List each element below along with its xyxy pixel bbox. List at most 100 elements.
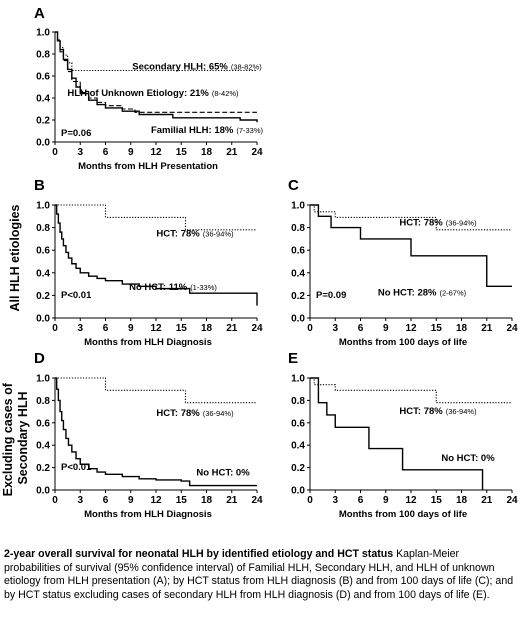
y-tick-label: 0.8 <box>36 396 50 407</box>
x-tick-label: 15 <box>176 495 188 506</box>
y-tick-label: 0.6 <box>36 246 50 257</box>
x-tick-label: 21 <box>226 323 238 334</box>
x-tick-label: 21 <box>481 495 493 506</box>
annotation-series: Familial HLH: <box>151 125 214 136</box>
y-tick-label: 0.2 <box>291 463 305 474</box>
y-tick-label: 0.4 <box>36 268 50 279</box>
annotation-pct: 78% <box>424 406 444 417</box>
x-tick-label: 9 <box>383 323 389 334</box>
x-tick-label: 12 <box>150 323 162 334</box>
survival-annotation: No HCT: 0% <box>441 453 495 464</box>
p-value: P=0.06 <box>61 128 91 139</box>
x-tick-label: 12 <box>405 323 417 334</box>
y-tick-label: 0.0 <box>36 138 50 149</box>
survival-annotation: No HCT: 11% (1-33%) <box>129 282 217 293</box>
x-axis-label: Months from 100 days of life <box>339 509 467 520</box>
series-line-no-hct <box>55 377 257 487</box>
row-label-excluding-secondary: Excluding cases of Secondary HLH <box>1 380 30 497</box>
x-tick-label: 6 <box>358 323 364 334</box>
km-survival-figure: All HLH etiologies Excluding cases of Se… <box>1 5 518 520</box>
panel-c: C 0.0 0.2 0.4 0.6 0.8 1.0 0 3 6 9 12 15 18 21 24 Months … <box>288 177 518 348</box>
survival-annotation: Secondary HLH: 65% (38-82%) <box>132 61 262 72</box>
x-tick-label: 9 <box>128 147 134 158</box>
panel-label: E <box>288 350 298 367</box>
x-tick-label: 3 <box>77 495 83 506</box>
y-tick-label: 0.2 <box>291 291 305 302</box>
x-tick-label: 12 <box>405 495 417 506</box>
annotation-ci: (1-33%) <box>190 283 217 292</box>
y-tick-label: 0.6 <box>291 246 305 257</box>
annotation-ci: (7-33%) <box>236 126 263 135</box>
x-tick-label: 21 <box>226 495 238 506</box>
series-line-no-hct <box>310 377 484 490</box>
y-tick-label: 0.4 <box>291 441 305 452</box>
series-line-no-hct <box>310 204 512 288</box>
panel-label: C <box>288 177 299 194</box>
y-tick-label: 0.0 <box>291 486 305 497</box>
series-line-hct <box>310 204 512 231</box>
x-tick-label: 6 <box>103 323 109 334</box>
panel-label: B <box>34 177 45 194</box>
annotation-series: HCT: <box>399 406 423 417</box>
x-tick-label: 6 <box>103 147 109 158</box>
row-label-all-etiologies: All HLH etiologies <box>8 204 22 311</box>
x-axis-label: Months from HLH Presentation <box>78 161 218 172</box>
annotation-pct: 28% <box>417 287 437 298</box>
y-tick-label: 0.6 <box>291 418 305 429</box>
annotation-series: No HCT: <box>196 467 236 478</box>
x-tick-label: 24 <box>251 147 263 158</box>
figure-caption: 2-year overall survival for neonatal HLH… <box>4 548 514 602</box>
x-tick-label: 0 <box>52 495 58 506</box>
y-tick-label: 0.0 <box>291 314 305 325</box>
x-tick-label: 9 <box>383 495 389 506</box>
x-tick-label: 21 <box>226 147 238 158</box>
x-tick-label: 3 <box>77 147 83 158</box>
row-label-line-1: Excluding cases of <box>1 382 15 496</box>
panel-a: A 0.0 0.2 0.4 0.6 0.8 1.0 0 3 6 9 12 15 18 21 24 Months … <box>34 5 264 172</box>
y-tick-label: 0.6 <box>36 418 50 429</box>
annotation-ci: (36-94%) <box>446 218 477 227</box>
x-tick-label: 21 <box>481 323 493 334</box>
x-tick-label: 6 <box>358 495 364 506</box>
survival-annotation: HCT: 78% (36-94%) <box>156 229 234 240</box>
row-label-line-2: Secondary HLH <box>16 391 30 484</box>
annotation-ci: (36-94%) <box>203 409 234 418</box>
y-tick-label: 0.4 <box>36 94 50 105</box>
x-tick-label: 3 <box>77 323 83 334</box>
y-tick-label: 0.8 <box>36 50 50 61</box>
p-value: P<0.01 <box>61 290 92 301</box>
survival-annotation: No HCT: 28% (2-67%) <box>378 287 467 298</box>
x-tick-label: 18 <box>201 147 213 158</box>
x-tick-label: 12 <box>150 495 162 506</box>
annotation-pct: 78% <box>424 217 444 228</box>
panel-d: D 0.0 0.2 0.4 0.6 0.8 1.0 0 3 6 9 12 15 18 21 24 Months … <box>34 350 263 520</box>
annotation-ci: (38-82%) <box>231 62 262 71</box>
annotation-pct: 65% <box>209 61 229 72</box>
survival-annotation: HCT: 78% (36-94%) <box>156 408 234 419</box>
x-tick-label: 0 <box>52 323 58 334</box>
x-tick-label: 6 <box>103 495 109 506</box>
annotation-ci: (36-94%) <box>203 230 234 239</box>
x-tick-label: 24 <box>251 323 263 334</box>
annotation-ci: (2-67%) <box>439 288 466 297</box>
y-tick-label: 0.2 <box>36 291 50 302</box>
y-tick-label: 1.0 <box>36 28 50 39</box>
annotation-ci: (36-94%) <box>446 407 477 416</box>
x-tick-label: 15 <box>176 147 188 158</box>
x-axis-label: Months from HLH Diagnosis <box>84 509 212 520</box>
x-tick-label: 3 <box>332 495 338 506</box>
series-line-familial-hlh <box>55 31 258 123</box>
annotation-series: HCT: <box>156 229 180 240</box>
x-tick-label: 18 <box>201 323 213 334</box>
y-tick-label: 1.0 <box>36 201 50 212</box>
panel-label: D <box>34 350 45 367</box>
series-line-hct <box>55 204 257 231</box>
x-axis-label: Months from HLH Diagnosis <box>84 337 212 348</box>
annotation-pct: 78% <box>181 229 201 240</box>
caption-body: Kaplan-Meier probabilities of survival (… <box>4 548 514 601</box>
panel-b: B 0.0 0.2 0.4 0.6 0.8 1.0 0 3 6 9 12 15 18 21 24 Months … <box>34 177 263 348</box>
x-tick-label: 15 <box>176 323 188 334</box>
survival-annotation: HLH of Unknown Etiology: 21% (8-42%) <box>67 88 239 99</box>
annotation-series: No HCT: <box>378 287 418 298</box>
x-tick-label: 24 <box>506 495 518 506</box>
